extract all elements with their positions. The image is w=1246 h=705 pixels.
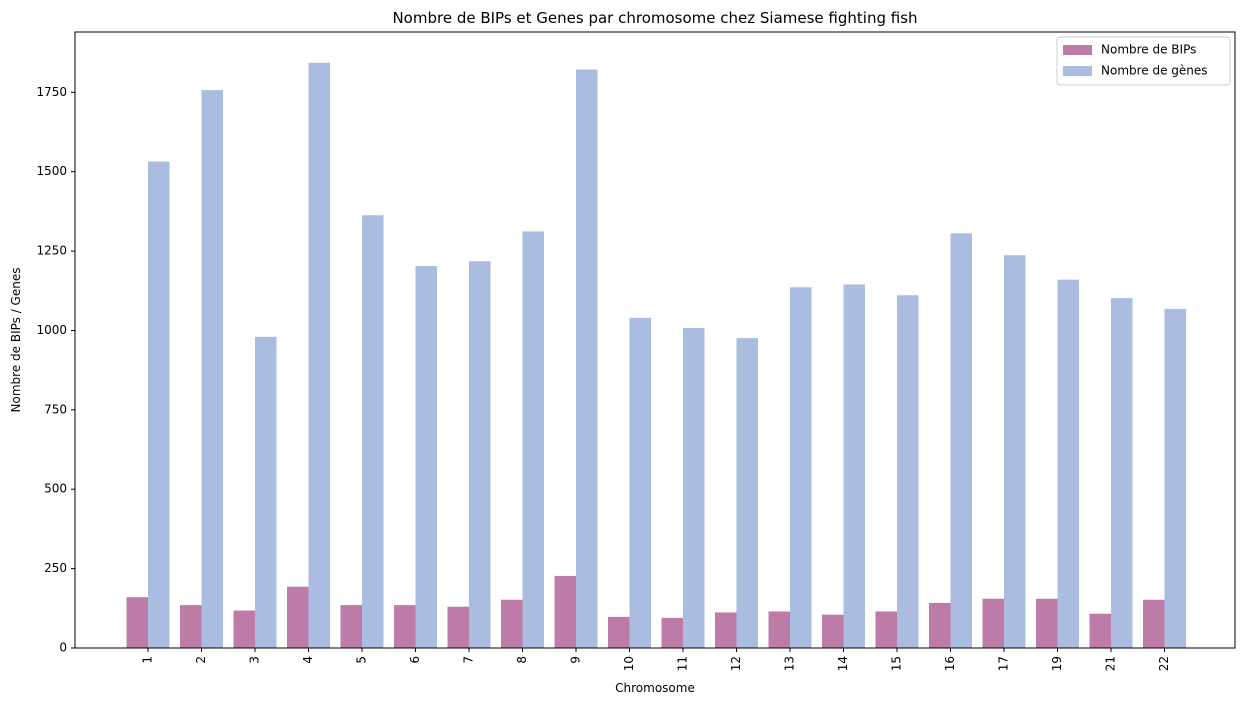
- x-tick-label: 15: [890, 656, 904, 671]
- y-tick-label: 1750: [36, 85, 67, 99]
- x-tick-label: 4: [301, 656, 315, 664]
- x-tick-label: 11: [676, 656, 690, 671]
- y-tick-label: 500: [44, 482, 67, 496]
- bar-genes-chr-9: [576, 69, 598, 649]
- bar-genes-chr-2: [201, 90, 223, 649]
- bar-bips-chr-4: [287, 586, 309, 648]
- bar-genes-chr-7: [469, 261, 491, 648]
- legend-swatch: [1063, 45, 1092, 55]
- bar-bips-chr-6: [394, 605, 416, 648]
- bar-bips-chr-7: [447, 606, 469, 648]
- x-tick-label: 5: [355, 656, 369, 664]
- x-tick-label: 9: [569, 656, 583, 664]
- x-tick-label: 1: [141, 656, 155, 664]
- x-axis-label: Chromosome: [615, 681, 695, 695]
- bar-bips-chr-17: [982, 598, 1004, 648]
- x-tick-label: 2: [194, 656, 208, 664]
- x-tick-label: 12: [729, 656, 743, 671]
- x-tick-label: 19: [1050, 656, 1064, 671]
- x-tick-label: 17: [997, 656, 1011, 671]
- bar-bips-chr-1: [126, 597, 148, 648]
- x-tick-label: 13: [783, 656, 797, 671]
- bar-genes-chr-22: [1164, 308, 1186, 648]
- bar-bips-chr-19: [1036, 598, 1058, 648]
- bar-bips-chr-2: [180, 605, 202, 648]
- bar-bips-chr-9: [554, 575, 576, 648]
- bar-genes-chr-13: [790, 287, 812, 648]
- legend-swatch: [1063, 66, 1092, 76]
- x-tick-label: 16: [943, 656, 957, 671]
- x-tick-label: 6: [408, 656, 422, 664]
- bar-genes-chr-19: [1057, 279, 1079, 648]
- y-tick-label: 1250: [36, 244, 67, 258]
- x-tick-label: 14: [836, 656, 850, 671]
- bar-bips-chr-8: [501, 599, 523, 648]
- axes-layer: 1 2 3 4 5 6 7 8 9 10 11 12 13 14 15 16 17 19 21 22025050075…: [36, 31, 1236, 671]
- plot-frame: [74, 31, 1236, 649]
- bar-bips-chr-13: [768, 611, 790, 648]
- bar-genes-chr-1: [148, 161, 170, 649]
- bar-genes-chr-8: [522, 231, 544, 648]
- bar-genes-chr-12: [736, 338, 758, 648]
- x-tick-label: 7: [462, 656, 476, 664]
- bar-genes-chr-15: [897, 295, 919, 648]
- legend-box: [1056, 36, 1231, 86]
- y-tick-label: 750: [44, 402, 67, 416]
- bar-bips-chr-5: [340, 605, 362, 648]
- x-tick-label: 3: [248, 656, 262, 664]
- y-tick-label: 1500: [36, 164, 67, 178]
- bar-bips-chr-16: [929, 602, 951, 648]
- legend-label: Nombre de gènes: [1101, 64, 1208, 78]
- y-tick-label: 1000: [36, 323, 67, 337]
- chart-title: Nombre de BIPs et Genes par chromosome c…: [392, 9, 917, 27]
- bar-genes-chr-14: [843, 284, 865, 648]
- bar-genes-chr-17: [1004, 255, 1026, 648]
- bar-bips-chr-21: [1089, 613, 1111, 648]
- x-tick-label: 10: [622, 656, 636, 671]
- x-tick-label: 8: [515, 656, 529, 664]
- bar-bips-chr-12: [715, 612, 737, 648]
- x-tick-label: 22: [1157, 656, 1171, 671]
- bar-genes-chr-16: [950, 233, 972, 648]
- bar-genes-chr-4: [308, 62, 330, 649]
- y-tick-label: 250: [44, 561, 67, 575]
- bar-genes-chr-10: [629, 317, 651, 648]
- x-tick-label: 21: [1104, 656, 1118, 671]
- bar-bips-chr-11: [661, 617, 683, 648]
- bar-bips-chr-14: [822, 614, 844, 648]
- bar-genes-chr-5: [362, 215, 384, 648]
- bar-genes-chr-21: [1111, 298, 1133, 648]
- legend: Nombre de BIPs Nombre de gènes: [1056, 36, 1231, 86]
- y-tick-label: 0: [59, 641, 67, 655]
- bar-genes-chr-3: [255, 336, 277, 648]
- bar-bips-chr-15: [875, 611, 897, 648]
- bars-layer: [126, 62, 1186, 649]
- bar-bips-chr-10: [608, 616, 630, 648]
- bar-bips-chr-3: [233, 610, 255, 648]
- bar-bips-chr-22: [1143, 599, 1165, 648]
- bar-genes-chr-11: [683, 327, 705, 648]
- bar-genes-chr-6: [415, 266, 437, 648]
- legend-label: Nombre de BIPs: [1101, 43, 1196, 57]
- y-axis-label: Nombre de BIPs / Genes: [9, 268, 23, 413]
